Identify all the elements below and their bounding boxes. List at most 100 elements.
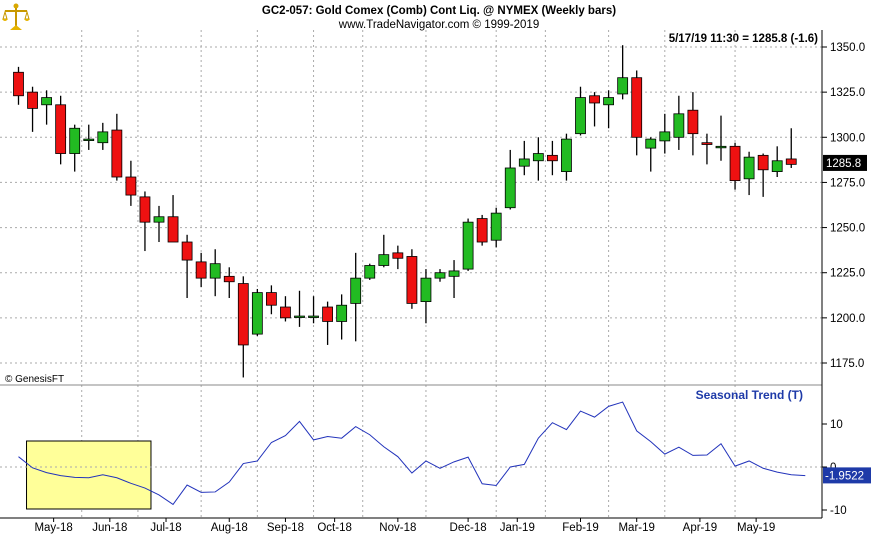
candle — [645, 137, 657, 172]
candle — [378, 234, 390, 268]
scales-logo-icon — [2, 3, 30, 30]
candle — [308, 296, 319, 324]
price-tick-label: 1325.0 — [830, 87, 865, 99]
candle — [181, 234, 193, 298]
candle-body-up — [251, 292, 263, 335]
x-tick-label: Jan-19 — [500, 522, 535, 534]
candle — [420, 269, 432, 324]
price-tick-label: 1225.0 — [830, 268, 865, 280]
candle-body-up — [645, 138, 657, 149]
price-tick-label: 1200.0 — [830, 313, 865, 325]
candle — [434, 269, 446, 282]
candle-body-up — [420, 277, 432, 303]
seasonal-panel: -10010-1.9522May-18Jun-18Jul-18Aug-18Sep… — [0, 401, 871, 534]
candle — [336, 294, 348, 340]
current-price-label: 1285.8 — [826, 158, 861, 170]
seasonal-tick-label: -10 — [830, 505, 847, 517]
candle-body-down — [589, 95, 600, 104]
candle-body-up — [617, 77, 629, 95]
candle-body-down — [125, 176, 137, 196]
candle — [280, 296, 291, 322]
candle — [209, 249, 221, 297]
candle — [490, 207, 502, 248]
candle-body-up — [83, 138, 95, 141]
candle-body-down — [223, 275, 235, 283]
candle — [617, 45, 629, 100]
current-price-badge — [823, 154, 867, 171]
candle — [715, 115, 727, 161]
candle — [448, 260, 460, 298]
candle-body-down — [181, 241, 193, 261]
candle — [223, 267, 235, 298]
candle-body-up — [715, 145, 727, 149]
candle — [785, 128, 797, 168]
x-tick-label: Sep-18 — [267, 522, 304, 534]
candle-body-up — [659, 131, 671, 142]
x-tick-label: Jul-18 — [150, 522, 181, 534]
candle — [575, 86, 586, 136]
candle-body-up — [771, 160, 783, 172]
candle-body-down — [322, 306, 334, 322]
seasonal-trend-line — [18, 401, 806, 506]
x-tick-label: Jun-18 — [92, 522, 127, 534]
chart-title: GC2-057: Gold Comex (Comb) Cont Liq. @ N… — [262, 5, 616, 17]
price-tick-label: 1275.0 — [830, 177, 865, 189]
candle-body-down — [139, 196, 151, 223]
seasonal-highlight-box — [26, 440, 152, 510]
candle-body-up — [41, 97, 52, 106]
candle-body-up — [490, 212, 502, 241]
candle-body-up — [294, 315, 305, 318]
candle — [294, 290, 305, 327]
candle — [561, 133, 572, 181]
candle — [687, 92, 699, 156]
last-quote-readout: 5/17/19 11:30 = 1285.8 (-1.6) — [669, 33, 818, 45]
candle-body-up — [308, 315, 319, 318]
candle-body-up — [69, 127, 81, 154]
candle — [476, 214, 488, 246]
candle — [350, 252, 362, 342]
candle — [392, 245, 404, 270]
candle — [167, 195, 179, 243]
candle-body-down — [687, 109, 699, 135]
candle — [139, 191, 151, 252]
candle — [125, 160, 137, 206]
candle-body-up — [561, 138, 572, 172]
candle — [504, 149, 516, 210]
candle — [631, 70, 643, 156]
candle — [69, 124, 81, 172]
candle-body-up — [378, 254, 390, 266]
candle — [265, 285, 277, 315]
candle-body-up — [462, 221, 474, 270]
candle-body-down — [631, 77, 643, 138]
candle — [603, 90, 614, 129]
candle-body-up — [743, 156, 755, 180]
candle-body-down — [111, 129, 123, 178]
x-tick-label: Dec-18 — [450, 522, 487, 534]
price-tick-label: 1175.0 — [830, 358, 864, 370]
candle — [659, 113, 671, 154]
candle — [13, 66, 24, 105]
candle — [153, 205, 165, 243]
candle — [111, 113, 123, 181]
candle-body-down — [547, 154, 558, 162]
candle — [364, 263, 376, 280]
x-tick-label: May-19 — [737, 522, 775, 534]
candle-body-down — [27, 91, 38, 109]
candle-body-up — [575, 97, 586, 135]
candle — [771, 146, 783, 178]
candle — [195, 252, 207, 288]
candle — [673, 95, 685, 150]
candle-body-up — [364, 265, 376, 279]
x-tick-label: Mar-19 — [618, 522, 654, 534]
candle-body-up — [504, 167, 516, 209]
candle-body-down — [13, 71, 24, 97]
candle-body-down — [237, 283, 249, 346]
seasonal-tick-label: 10 — [830, 419, 843, 431]
candle-body-down — [195, 261, 207, 279]
candle — [27, 86, 38, 132]
x-tick-label: Aug-18 — [211, 522, 248, 534]
candle-body-up — [350, 277, 362, 304]
x-tick-label: Feb-19 — [562, 522, 598, 534]
candle — [41, 90, 52, 125]
